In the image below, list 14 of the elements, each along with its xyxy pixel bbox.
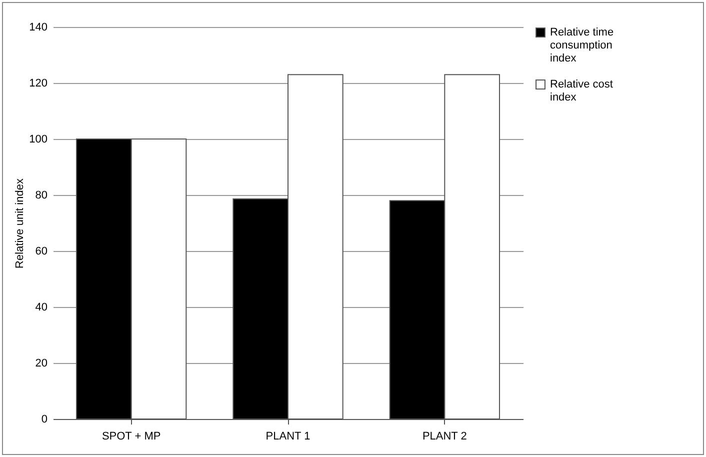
y-tick-label: 20 <box>35 358 48 370</box>
y-tick-label: 60 <box>35 246 48 258</box>
y-axis-title: Relative unit index <box>14 178 26 268</box>
x-tick-label: PLANT 1 <box>266 430 310 442</box>
x-tick-label: PLANT 2 <box>422 430 467 442</box>
y-tick-label: 80 <box>35 190 48 202</box>
y-tick-label: 0 <box>41 414 48 426</box>
y-tick-label: 100 <box>29 134 48 146</box>
legend-label: Relative cost index <box>550 78 613 104</box>
y-tick-label: 140 <box>29 22 48 34</box>
x-tick-label: SPOT + MP <box>102 430 161 442</box>
y-tick-label: 120 <box>29 78 48 90</box>
y-tick-label: 40 <box>35 302 48 314</box>
legend-label: Relative time consumption index <box>550 26 614 64</box>
